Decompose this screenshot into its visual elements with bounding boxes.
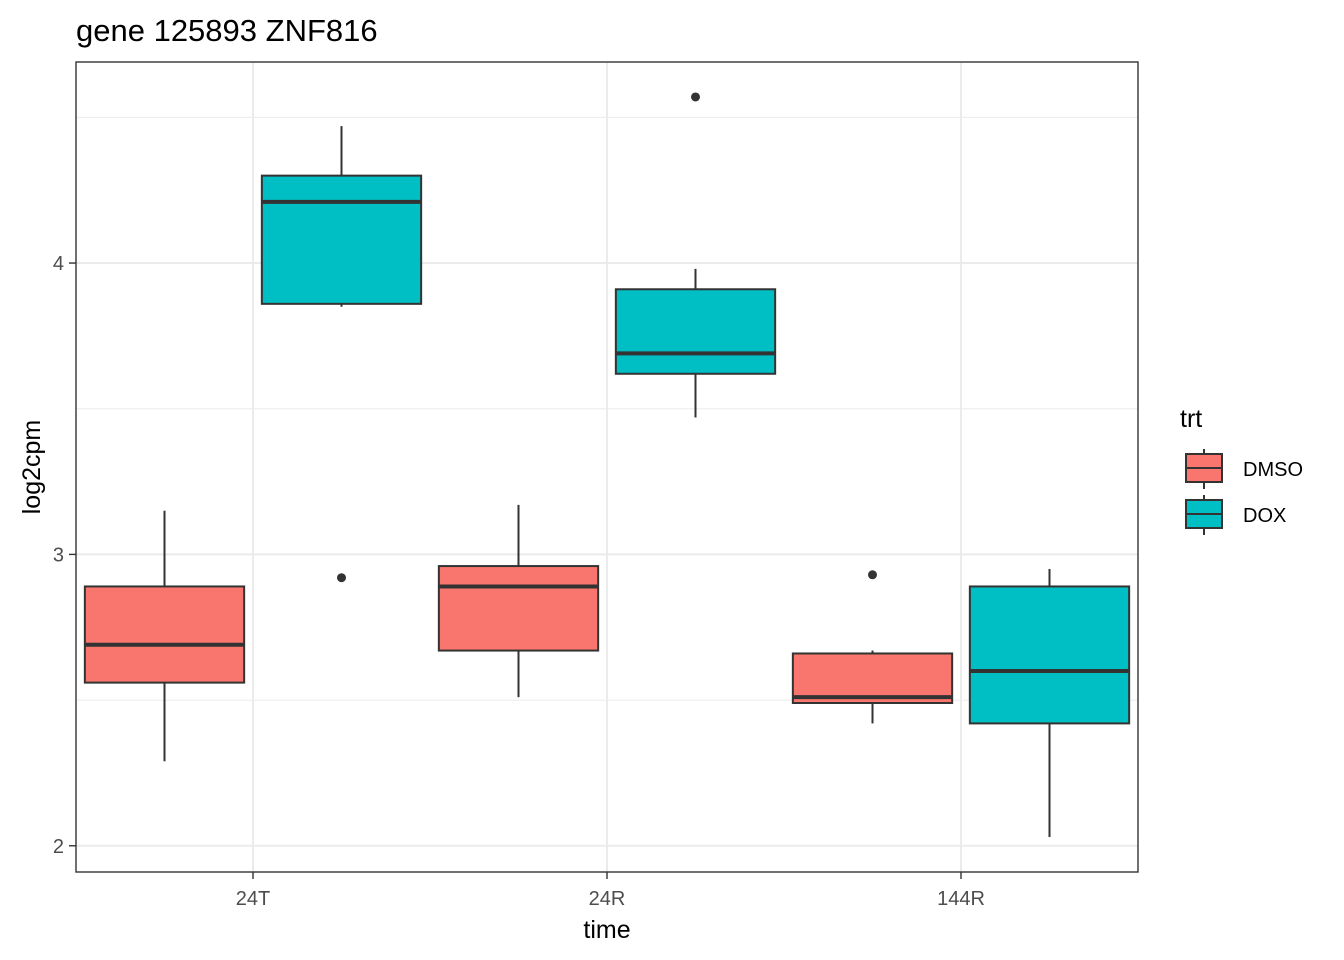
- x-axis-title: time: [583, 916, 630, 944]
- x-tick-label: 24T: [236, 888, 270, 910]
- legend: trt DMSO DOX: [1180, 405, 1303, 535]
- box-dmso-24r-body: [437, 565, 600, 652]
- box-dox-24t-outlier: [337, 573, 346, 583]
- box-dmso-144r-outlier: [868, 570, 877, 580]
- box-dox-24t-body: [260, 174, 423, 305]
- legend-label-dox: DOX: [1243, 505, 1286, 527]
- chart-title: gene 125893 ZNF816: [76, 13, 378, 48]
- box-dmso-24t-body: [83, 585, 246, 684]
- box-dmso-144r-body: [791, 652, 954, 705]
- grid: [76, 62, 1138, 872]
- axes: 2 3 4 24T 24R 144R: [53, 253, 985, 910]
- box-dox-144r-body: [968, 585, 1131, 725]
- boxes: [83, 92, 1131, 838]
- y-axis-title: log2cpm: [18, 420, 46, 515]
- box-dox-24r-body: [614, 288, 777, 375]
- box-dox-24r-outlier: [691, 92, 700, 102]
- y-tick-label: 3: [53, 544, 64, 566]
- x-tick-label: 144R: [937, 888, 985, 910]
- y-tick-label: 4: [53, 253, 64, 275]
- x-tick-label: 24R: [589, 888, 626, 910]
- legend-title: trt: [1180, 405, 1202, 433]
- legend-label-dmso: DMSO: [1243, 459, 1303, 481]
- y-tick-label: 2: [53, 836, 64, 858]
